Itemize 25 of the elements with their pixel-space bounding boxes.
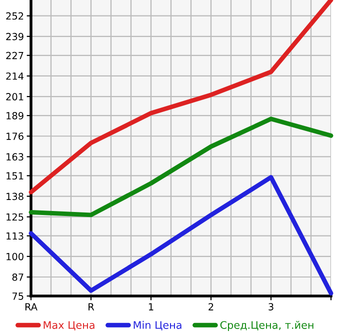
y-tick-label: 176 [6, 132, 24, 140]
y-tick-label: 138 [6, 192, 24, 200]
y-tick-label: 239 [6, 32, 24, 40]
line-series [28, 0, 334, 194]
x-tick-label: 2 [208, 303, 214, 310]
y-tick-label: 75 [12, 292, 24, 300]
y-tick-label: 100 [6, 252, 24, 260]
y-tick-label: 252 [6, 12, 24, 20]
legend-label: Сред.Цена, т.йен [220, 320, 314, 331]
legend-label: Min Цена [134, 320, 182, 330]
y-tick-label: 151 [6, 172, 24, 180]
x-tick-label: RA [25, 303, 38, 310]
x-tick-label: R [88, 303, 94, 310]
y-tick-label: 163 [6, 153, 24, 161]
x-tick-label: 3 [268, 303, 274, 310]
y-tick-label: 189 [6, 112, 24, 120]
line-series [28, 116, 334, 218]
y-tick-label: 125 [6, 213, 24, 221]
legend-label: Max Цена [44, 321, 94, 330]
y-tick-label: 201 [6, 93, 24, 100]
x-tick-label: 1 [148, 303, 154, 310]
y-tick-label: 113 [6, 232, 24, 240]
y-tick-label: 227 [6, 52, 24, 60]
y-tick-label: 87 [12, 273, 24, 281]
y-tick-label: 214 [6, 72, 24, 80]
